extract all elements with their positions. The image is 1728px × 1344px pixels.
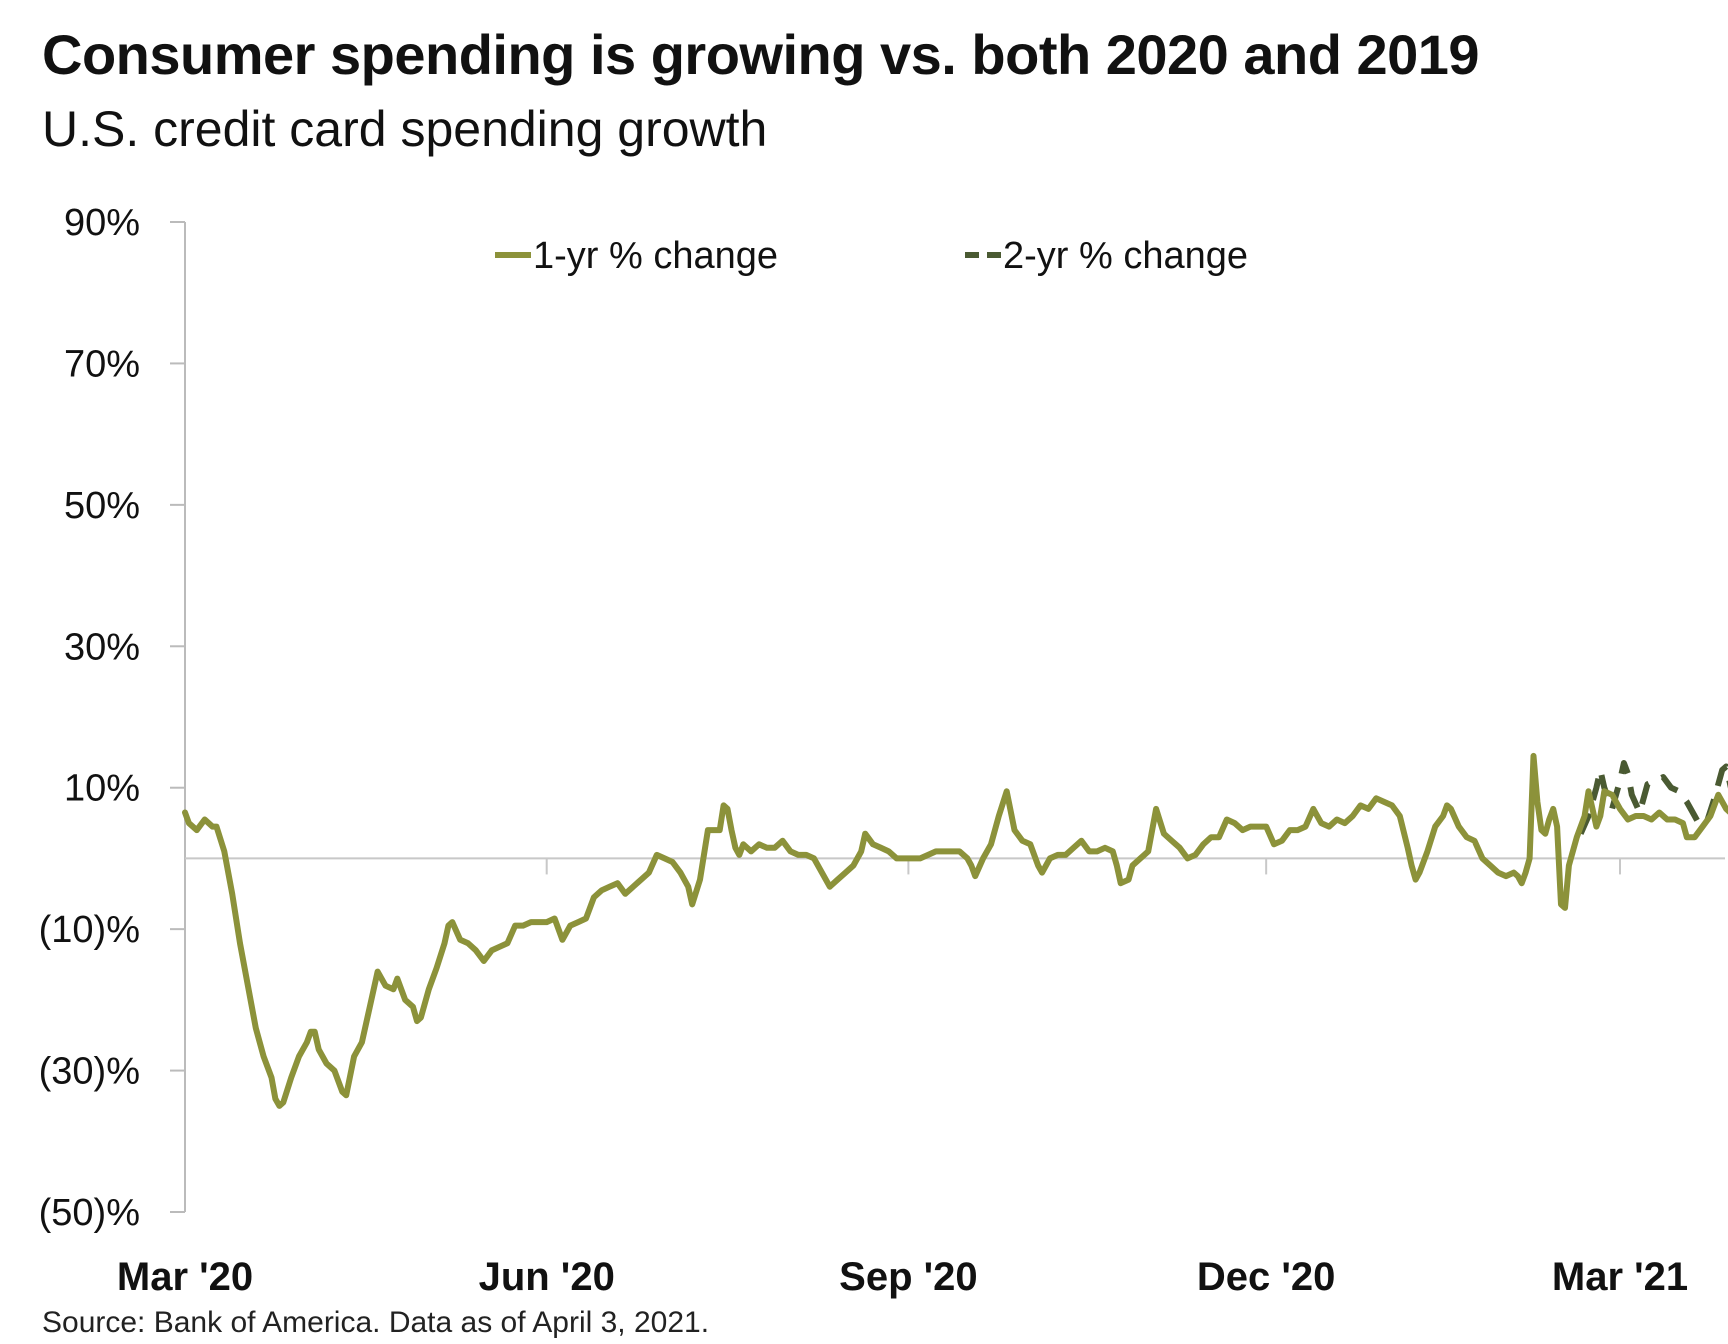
chart-title: Consumer spending is growing vs. both 20… [42,23,1480,86]
x-tick-label: Sep '20 [839,1255,977,1299]
y-tick-label: 70% [64,343,140,385]
series-line-1yr [182,752,1728,1109]
y-tick-label: 50% [64,485,140,527]
legend-label-2yr: 2-yr % change [1003,235,1248,277]
x-tick-label: Mar '21 [1552,1255,1688,1299]
y-tick-label: 10% [64,768,140,810]
x-tick-label: Mar '20 [117,1255,253,1299]
y-tick-label: (10)% [39,909,140,951]
legend-label-1yr: 1-yr % change [533,235,778,277]
y-tick-label: (30)% [39,1051,140,1093]
source-note: Source: Bank of America. Data as of Apri… [42,1306,710,1339]
x-tick-label: Dec '20 [1197,1255,1336,1299]
chart-subtitle: U.S. credit card spending growth [42,101,768,157]
y-tick-label: 30% [64,626,140,668]
series-line-2yr [1577,760,1728,835]
x-tick-label: Jun '20 [479,1255,615,1299]
y-tick-label: 90% [64,202,140,244]
y-tick-label: (50)% [39,1192,140,1234]
